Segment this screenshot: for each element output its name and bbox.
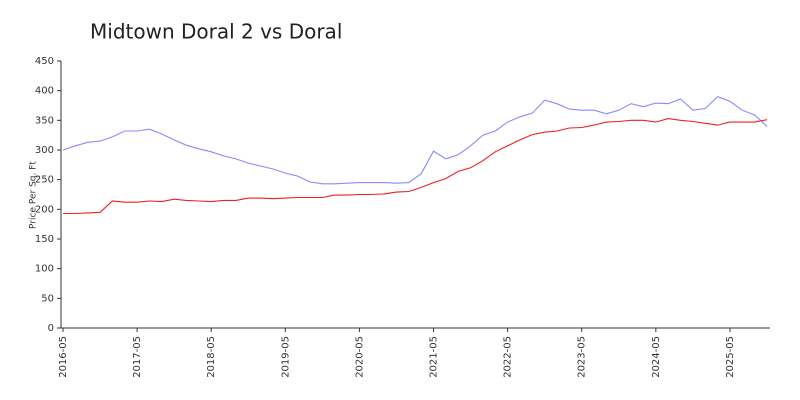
y-tick-label: 300 — [35, 145, 54, 156]
x-tick-label: 2023-05 — [577, 336, 588, 378]
y-tick-label: 100 — [35, 264, 54, 275]
x-tick-label: 2021-05 — [429, 336, 440, 378]
y-tick-label: 50 — [41, 293, 54, 304]
y-tick-label: 250 — [35, 175, 54, 186]
y-tick-label: 400 — [35, 86, 54, 97]
x-tick-label: 2020-05 — [354, 336, 365, 378]
series-line — [62, 95, 768, 185]
x-tick-label: 2024-05 — [651, 336, 662, 378]
series-line — [63, 118, 768, 215]
y-tick-label: 150 — [35, 234, 54, 245]
x-tick-label: 2019-05 — [280, 336, 291, 378]
x-tick-label: 2025-05 — [725, 336, 736, 378]
y-tick-label: 450 — [35, 56, 54, 67]
y-tick-label: 0 — [48, 323, 54, 334]
x-tick-label: 2016-05 — [58, 336, 69, 378]
y-axis-label: Price Per Sq. Ft — [29, 161, 39, 229]
x-tick-label: 2022-05 — [503, 336, 514, 378]
y-tick-label: 350 — [35, 115, 54, 126]
y-tick-label: 200 — [35, 204, 54, 215]
x-tick-label: 2017-05 — [132, 336, 143, 378]
x-tick-label: 2018-05 — [206, 336, 217, 378]
chart-title: Midtown Doral 2 vs Doral — [90, 20, 342, 44]
